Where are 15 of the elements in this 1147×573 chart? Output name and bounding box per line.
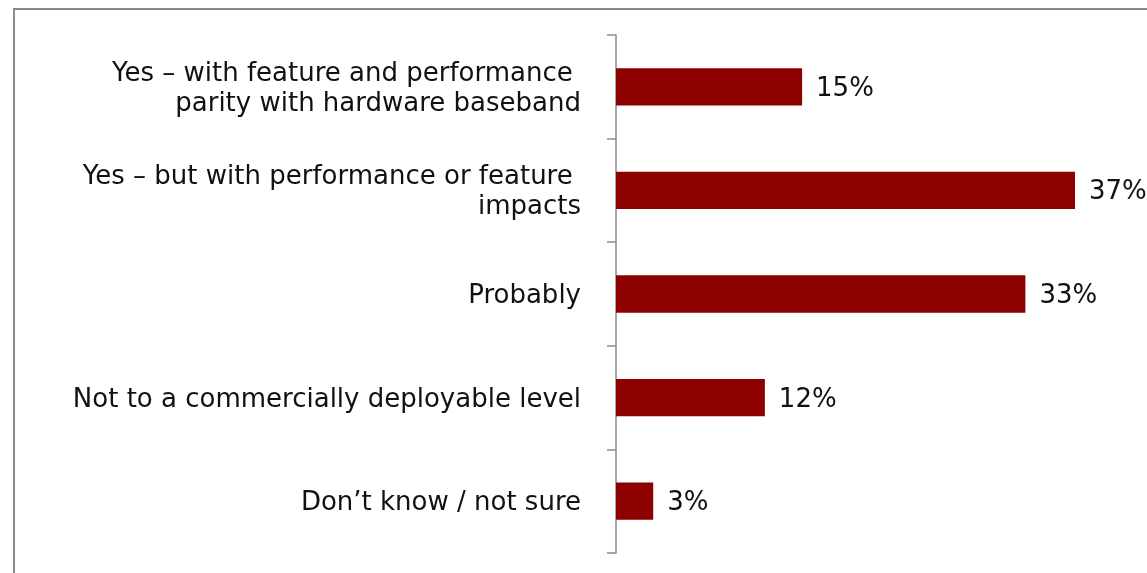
y-tick-label: Don’t know / not sure (300, 486, 581, 517)
y-tick-label: Yes – but with performance or feature impacts (81, 160, 581, 221)
data-label: 33% (1039, 279, 1098, 309)
data-label: 37% (1089, 175, 1147, 206)
data-label: 3% (667, 486, 709, 517)
bar (616, 378, 765, 417)
data-label: 12% (778, 382, 837, 413)
bar (616, 68, 803, 106)
bar (616, 275, 1026, 313)
bar (616, 482, 654, 520)
bar (616, 171, 1075, 210)
y-tick-label: Yes – with feature and performance parity with hardware baseband (110, 56, 581, 117)
data-label: 15% (816, 71, 874, 102)
y-tick-label: Probably (468, 279, 581, 309)
y-tick-label: Not to a commercially deployable level (72, 382, 581, 413)
